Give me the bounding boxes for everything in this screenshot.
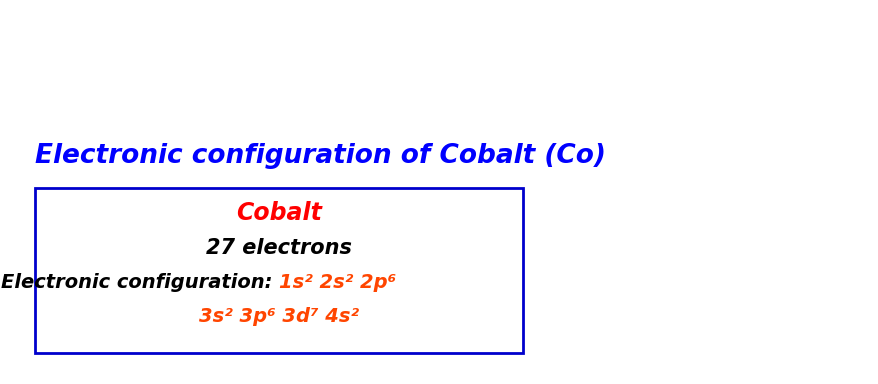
- Text: Electronic configuration:: Electronic configuration:: [1, 273, 279, 292]
- Text: Electronic configuration of Cobalt (Co): Electronic configuration of Cobalt (Co): [35, 143, 605, 169]
- FancyBboxPatch shape: [35, 188, 522, 353]
- Text: 27 electrons: 27 electrons: [206, 238, 351, 258]
- Text: 3s² 3p⁶ 3d⁷ 4s²: 3s² 3p⁶ 3d⁷ 4s²: [198, 307, 359, 326]
- Text: Cobalt: Cobalt: [236, 201, 321, 225]
- Text: 1s² 2s² 2p⁶: 1s² 2s² 2p⁶: [279, 273, 396, 292]
